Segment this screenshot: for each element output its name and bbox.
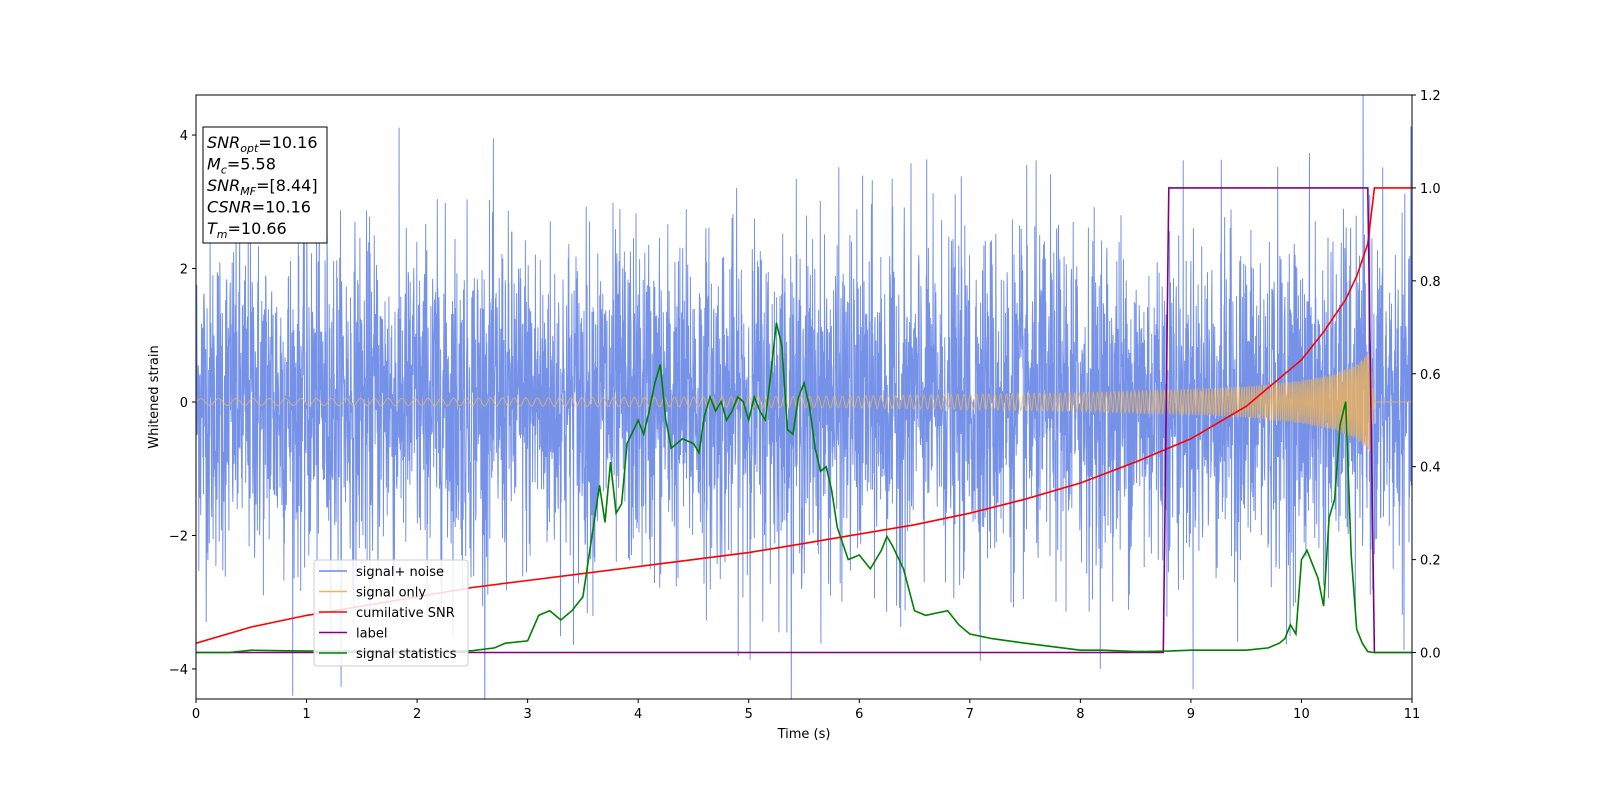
stats-box: SNRopt=10.16Mc=5.58SNRMF=[8.44]CSNR=10.1… <box>202 126 328 244</box>
y-right-tick-label: 0.0 <box>1420 647 1441 662</box>
legend-label: label <box>356 627 387 642</box>
legend-label: cumilative SNR <box>356 606 455 621</box>
x-tick-label: 10 <box>1293 707 1310 722</box>
stats-line: CSNR=10.16 <box>207 198 311 217</box>
stats-line: SNRMF=[8.44] <box>207 176 318 198</box>
x-tick-label: 11 <box>1404 707 1421 722</box>
y-right-tick-label: 0.6 <box>1420 368 1441 383</box>
x-tick-label: 3 <box>523 707 531 722</box>
y-right-tick-label: 0.2 <box>1420 554 1441 569</box>
legend-label: signal+ noise <box>356 565 444 580</box>
x-tick-label: 6 <box>855 707 863 722</box>
x-tick-label: 2 <box>413 707 421 722</box>
plot-frame <box>195 94 1413 700</box>
x-tick-label: 4 <box>634 707 642 722</box>
stats-line: Mc=5.58 <box>207 155 276 177</box>
y-tick-label: 0 <box>180 396 188 411</box>
x-tick-label: 5 <box>745 707 753 722</box>
legend-frame <box>313 559 469 667</box>
legend: signal+ noise signal only cumilative SNR la… <box>313 559 469 667</box>
y-tick-label: −4 <box>169 663 188 678</box>
series-signal-only <box>196 353 1412 452</box>
series-signal-noise <box>196 95 1412 699</box>
axes: 0 1 2 3 4 5 6 7 8 9 10 11 −4 −2 0 2 4 0.0 0.2 0.4 0.6 0.8 1.0 1… <box>169 89 1441 722</box>
series-signal-statistics <box>196 322 1412 654</box>
legend-label: signal only <box>356 586 426 601</box>
stats-line: SNRopt=10.16 <box>207 133 318 155</box>
x-tick-label: 7 <box>966 707 974 722</box>
y-right-tick-label: 0.4 <box>1420 461 1441 476</box>
y-axis-title: Whitened strain <box>147 345 162 448</box>
y-tick-label: 2 <box>180 263 188 278</box>
x-axis-title: Time (s) <box>777 727 831 742</box>
x-tick-label: 8 <box>1076 707 1084 722</box>
y-right-tick-label: 1.0 <box>1420 182 1441 197</box>
x-tick-label: 0 <box>192 707 200 722</box>
stats-line: Tm=10.66 <box>207 219 287 241</box>
y-tick-label: 4 <box>180 129 188 144</box>
x-tick-label: 1 <box>302 707 310 722</box>
x-tick-label: 9 <box>1187 707 1195 722</box>
y-right-tick-label: 1.2 <box>1420 89 1441 104</box>
stats-box-frame <box>202 126 328 244</box>
y-right-tick-label: 0.8 <box>1420 275 1441 290</box>
legend-label: signal statistics <box>356 647 457 662</box>
y-tick-label: −2 <box>169 529 188 544</box>
